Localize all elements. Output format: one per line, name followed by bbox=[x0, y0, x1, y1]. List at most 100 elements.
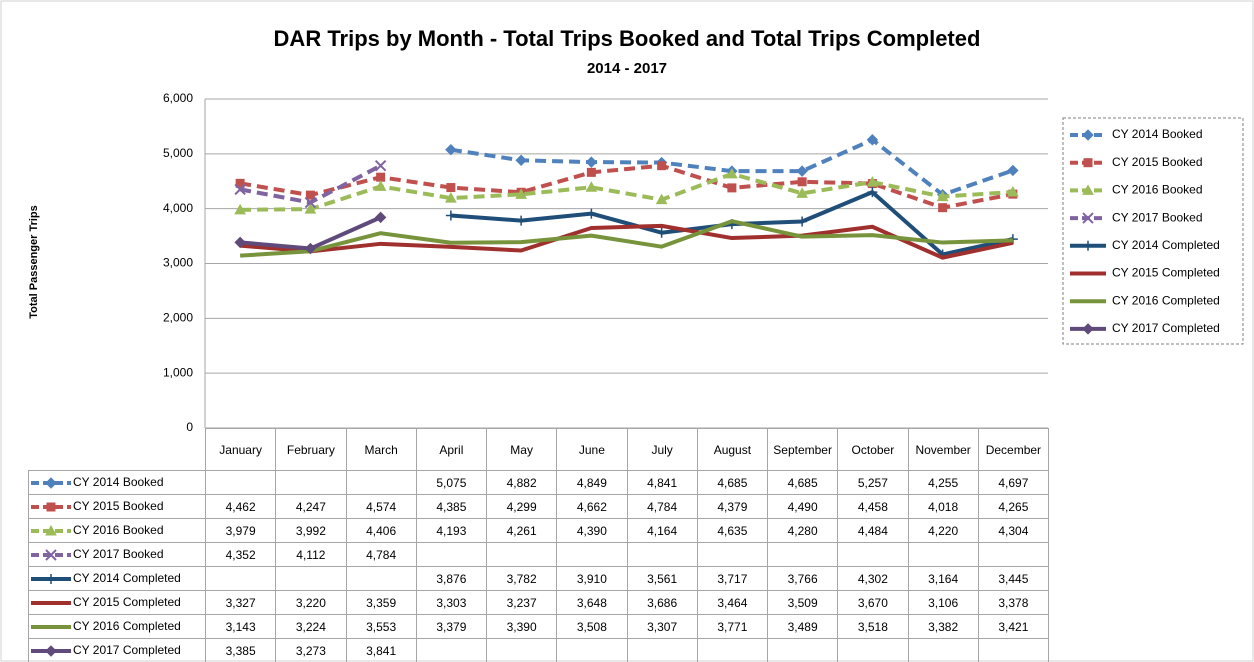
table-cell bbox=[556, 638, 628, 662]
table-cell bbox=[275, 566, 347, 591]
table-cell: 3,143 bbox=[204, 614, 277, 639]
y-tick-label: 2,000 bbox=[163, 311, 193, 325]
table-cell: 3,237 bbox=[485, 590, 558, 615]
table-cell bbox=[766, 542, 839, 567]
table-cell: 4,352 bbox=[204, 542, 277, 567]
legend-label: CY 2017 Booked bbox=[1112, 210, 1203, 224]
table-cell: 3,648 bbox=[556, 590, 628, 615]
marker bbox=[938, 203, 948, 213]
x-tick-label: May bbox=[485, 428, 558, 471]
marker bbox=[726, 167, 738, 179]
table-cell: 3,686 bbox=[626, 590, 698, 615]
table-cell bbox=[275, 470, 347, 495]
table-cell: 3,553 bbox=[345, 614, 417, 639]
series-line bbox=[239, 163, 1014, 210]
row-label: CY 2017 Booked bbox=[28, 542, 206, 567]
marker bbox=[45, 645, 57, 657]
table-cell: 4,112 bbox=[275, 542, 347, 567]
table-row: CY 2017 Completed 3,385 3,273 3,841 bbox=[28, 638, 1050, 662]
table-cell: 3,910 bbox=[556, 566, 628, 591]
table-cell bbox=[766, 638, 839, 662]
x-tick-label: March bbox=[345, 428, 417, 471]
table-row: CY 2014 Completed 3,876 3,782 3,910 3,561 3,7… bbox=[28, 566, 1050, 591]
table-cell: 3,224 bbox=[275, 614, 347, 639]
marker bbox=[866, 134, 879, 146]
x-tick-label: August bbox=[696, 428, 769, 471]
table-cell: 4,484 bbox=[837, 518, 909, 543]
table-cell: 4,685 bbox=[766, 470, 839, 495]
row-label-text: CY 2014 Booked bbox=[73, 475, 164, 490]
marker bbox=[586, 167, 596, 177]
marker bbox=[446, 183, 456, 193]
table-row: CY 2016 Booked 3,979 3,992 4,406 4,193 4,261 4… bbox=[28, 518, 1050, 543]
table-cell: 3,464 bbox=[696, 590, 769, 615]
table-cell: 5,257 bbox=[837, 470, 909, 495]
marker bbox=[45, 549, 57, 561]
row-label-text: CY 2016 Completed bbox=[73, 619, 181, 634]
row-label: CY 2016 Booked bbox=[28, 518, 206, 543]
marker bbox=[657, 161, 667, 171]
table-cell: 3,106 bbox=[907, 590, 979, 615]
row-key bbox=[31, 502, 71, 512]
table-cell: 4,280 bbox=[766, 518, 839, 543]
table-cell: 3,992 bbox=[275, 518, 347, 543]
marker bbox=[936, 190, 949, 202]
marker bbox=[45, 524, 57, 536]
table-cell: 3,561 bbox=[626, 566, 698, 591]
table-cell: 3,876 bbox=[415, 566, 488, 591]
table-cell: 4,299 bbox=[485, 494, 558, 519]
table-cell bbox=[345, 470, 417, 495]
table-cell: 3,445 bbox=[977, 566, 1050, 591]
table-cell: 3,771 bbox=[696, 614, 769, 639]
marker bbox=[727, 183, 737, 193]
table-cell: 3,717 bbox=[696, 566, 769, 591]
row-key bbox=[31, 549, 71, 561]
marker bbox=[234, 183, 246, 196]
table-cell: 3,766 bbox=[766, 566, 839, 591]
marker bbox=[445, 144, 457, 156]
table-cell: 3,518 bbox=[837, 614, 909, 639]
marker bbox=[445, 210, 456, 221]
table-header-row: January February March April May June July Augu… bbox=[29, 428, 1050, 471]
x-tick-label: July bbox=[626, 428, 698, 471]
table-cell: 3,508 bbox=[556, 614, 628, 639]
marker bbox=[516, 215, 527, 226]
marker bbox=[304, 196, 317, 209]
table-cell: 4,406 bbox=[345, 518, 417, 543]
marker bbox=[1082, 212, 1094, 224]
marker bbox=[797, 216, 808, 227]
table-cell: 4,458 bbox=[837, 494, 909, 519]
marker bbox=[866, 176, 879, 187]
marker bbox=[376, 172, 386, 182]
table-cell: 4,490 bbox=[766, 494, 839, 519]
marker bbox=[235, 178, 245, 188]
x-tick-label: December bbox=[977, 428, 1050, 471]
table-corner bbox=[29, 429, 206, 471]
row-key bbox=[31, 573, 71, 584]
row-label: CY 2016 Completed bbox=[28, 614, 206, 639]
table-cell: 4,018 bbox=[907, 494, 979, 519]
table-cell: 3,379 bbox=[415, 614, 488, 639]
y-tick-label: 1,000 bbox=[163, 365, 193, 379]
table-cell: 3,421 bbox=[977, 614, 1050, 639]
table-cell: 3,307 bbox=[626, 614, 698, 639]
table-cell: 3,273 bbox=[275, 638, 347, 662]
table-cell: 3,327 bbox=[204, 590, 277, 615]
x-tick-label: October bbox=[837, 428, 909, 471]
table-cell bbox=[837, 638, 909, 662]
marker bbox=[585, 181, 598, 192]
table-row: CY 2014 Booked 5,075 4,882 4,849 4,841 4,685 4… bbox=[28, 470, 1050, 495]
table-cell: 3,382 bbox=[907, 614, 979, 639]
legend-label: CY 2015 Booked bbox=[1112, 155, 1203, 169]
x-tick-label: April bbox=[415, 428, 488, 471]
legend-label: CY 2017 Completed bbox=[1112, 321, 1220, 335]
row-key bbox=[31, 477, 71, 489]
legend-label: CY 2015 Completed bbox=[1112, 266, 1220, 280]
table-cell: 3,303 bbox=[415, 590, 488, 615]
table-cell: 4,784 bbox=[345, 542, 417, 567]
table-cell: 4,662 bbox=[556, 494, 628, 519]
marker bbox=[586, 208, 597, 219]
table-cell: 4,220 bbox=[907, 518, 979, 543]
table-cell: 4,882 bbox=[485, 470, 558, 495]
table-cell: 4,784 bbox=[626, 494, 698, 519]
